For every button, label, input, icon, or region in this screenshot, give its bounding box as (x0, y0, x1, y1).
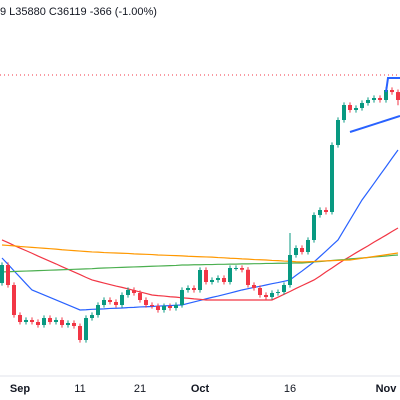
candle-body (18, 315, 22, 322)
candle-body (72, 323, 76, 326)
candle-body (108, 300, 112, 302)
candle-body (168, 306, 172, 308)
candle-body (222, 278, 226, 282)
drawing-line (349, 115, 400, 133)
candle-body (390, 90, 394, 93)
candle-body (318, 210, 322, 215)
candle-body (246, 269, 250, 285)
x-tick-label: 21 (134, 383, 146, 395)
candle-body (288, 255, 292, 285)
x-tick-label: 11 (74, 383, 85, 395)
candle-body (324, 210, 328, 212)
candle-body (84, 318, 88, 340)
candle-body (204, 270, 208, 282)
candle-body (144, 300, 148, 305)
candle-body (270, 293, 274, 297)
x-tick-label: Nov (376, 383, 398, 395)
candle-body (60, 320, 64, 325)
candle-body (96, 305, 100, 315)
candle-body (378, 98, 382, 100)
candle-body (174, 305, 178, 308)
candle-body (216, 278, 220, 280)
moving-average-line (1, 149, 399, 311)
candle-body (24, 320, 28, 322)
candle-body (354, 108, 358, 110)
x-tick-label: 16 (284, 383, 296, 395)
candle-body (90, 315, 94, 318)
candle-body (120, 295, 124, 305)
candle-body (114, 302, 118, 305)
candle-body (396, 92, 400, 100)
candle-body (192, 288, 196, 290)
candle-body (348, 105, 352, 110)
candle-body (258, 288, 262, 295)
candle-body (342, 105, 346, 120)
candle-body (210, 280, 214, 282)
candle-body (6, 265, 10, 285)
candle-body (156, 306, 160, 310)
candle-body (180, 290, 184, 305)
candle-body (234, 268, 238, 269)
ohlc-header: 9 L35880 C36119 -366 (-1.00%) (0, 6, 157, 18)
candle-body (12, 285, 16, 315)
x-tick-label: Oct (191, 383, 210, 395)
candle-body (300, 248, 304, 252)
legend-bg (0, 2, 230, 22)
candle-body (150, 305, 154, 306)
candle-body (372, 98, 376, 100)
candle-body (312, 215, 316, 240)
candle-body (366, 100, 370, 103)
candle-body (162, 306, 166, 310)
candle-body (276, 292, 280, 293)
candle-body (138, 293, 142, 300)
x-tick-label: Sep (10, 383, 30, 395)
candle-body (36, 322, 40, 325)
candle-body (48, 318, 52, 322)
candle-body (282, 285, 286, 292)
candle-body (0, 265, 4, 284)
candle-body (132, 290, 136, 293)
candle-body (336, 120, 340, 145)
candle-body (384, 90, 388, 100)
candle-body (186, 288, 190, 290)
candle-body (228, 268, 232, 282)
candle-body (198, 270, 202, 290)
candle-body (102, 300, 106, 305)
drawing-line (385, 77, 400, 93)
candle-body (42, 318, 46, 325)
candle-body (306, 240, 310, 252)
plot-area (0, 87, 400, 343)
candle-body (30, 320, 34, 322)
candle-body (240, 268, 244, 270)
candle-body (330, 145, 334, 212)
moving-average-line (1, 244, 399, 263)
candle-body (78, 326, 82, 340)
candle-body (126, 290, 130, 295)
candle-body (54, 320, 58, 322)
candle-body (360, 103, 364, 108)
candle-body (264, 295, 268, 297)
candle-body (294, 248, 298, 255)
candle-body (66, 323, 70, 325)
candle-body (252, 285, 256, 288)
